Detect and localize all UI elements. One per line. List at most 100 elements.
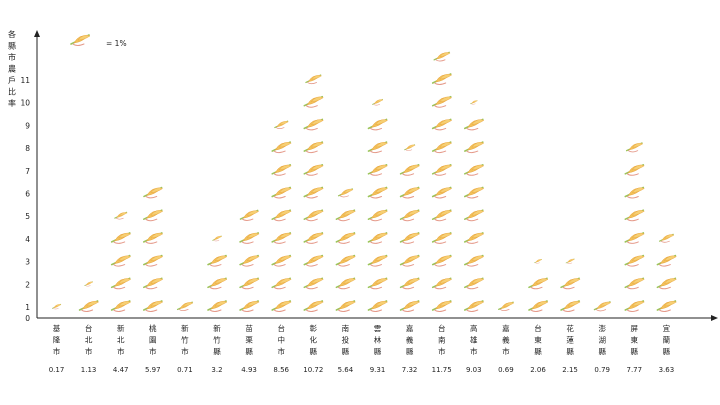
y-tick-label: 2 [25,280,30,289]
rice-stalk-icon [399,164,421,177]
bar [560,258,581,313]
x-tick-label: 宜蘭縣 [663,323,671,356]
data-label: 4.93 [241,366,257,374]
data-label: 2.15 [562,366,578,374]
bar [51,303,62,310]
y-tick-labels: 0 1 2 3 4 5 6 7 8 9 10 11 [20,76,30,323]
rice-stalk-icon [431,118,453,131]
axes [34,30,718,321]
x-tick-label: 雲林縣 [374,324,382,356]
rice-stalk-icon [335,209,357,222]
rice-stalk-icon [335,300,357,313]
rice-stalk-icon [143,277,164,290]
rice-stalk-partial-icon [84,281,94,287]
rice-stalk-icon [303,232,325,245]
rice-stalk-icon [303,277,325,290]
bar [207,235,228,313]
y-axis-arrow [34,30,40,37]
data-label: 4.47 [113,366,129,374]
bar [656,233,678,313]
rice-stalk-icon [463,164,485,177]
rice-stalk-icon [624,232,646,245]
rice-stalk-icon [271,186,293,199]
rice-stalk-icon [656,254,678,267]
rice-stalk-icon [78,300,100,313]
x-tick-label: 新竹縣 [213,323,221,356]
bar [78,281,100,313]
bar [367,98,389,313]
data-label: 9.03 [466,366,482,374]
bar [399,144,421,313]
y-axis-label: 各縣市農戶比率 [8,29,16,108]
y-tick-label: 5 [25,212,30,221]
rice-stalk-icon [367,254,389,267]
x-tick-label: 桃園市 [149,323,157,356]
x-tick-label: 苗栗縣 [245,324,253,356]
x-tick-label: 台北市 [85,323,93,356]
rice-stalk-partial-icon [337,188,354,198]
rice-stalk-icon [239,277,260,290]
rice-stalk-icon [335,277,357,290]
rice-stalk-icon [303,95,325,108]
rice-stalk-icon [399,300,421,313]
rice-stalk-icon [271,141,293,154]
data-label: 0.17 [49,366,65,374]
rice-stalk-partial-icon [305,74,323,85]
rice-stalk-partial-icon [51,303,62,310]
rice-stalk-partial-icon [565,258,575,264]
rice-stalk-icon [110,300,132,313]
data-label: 5.64 [338,366,354,374]
rice-stalk-partial-icon [114,211,128,220]
rice-stalk-partial-icon [433,51,451,62]
x-tick-label: 花蓮縣 [566,323,574,356]
rice-stalk-icon [303,118,325,131]
data-label: 10.72 [303,366,323,374]
y-tick-label: 3 [25,258,30,267]
rice-stalk-icon [271,209,293,222]
rice-stalk-icon [303,209,325,222]
x-tick-label: 嘉義縣 [406,323,414,356]
data-label: 7.32 [402,366,418,374]
rice-stalk-icon [367,186,389,199]
rice-stalk-partial-icon [593,301,612,312]
rice-stalk-icon [303,164,325,177]
rice-stalk-icon [431,300,453,313]
data-label: 3.2 [211,366,222,374]
rice-stalk-icon [271,232,293,245]
rice-stalk-icon [239,300,260,313]
rice-stalk-partial-icon [212,235,223,242]
x-tick-label: 高雄市 [470,323,478,356]
x-tick-label: 彰化縣 [310,323,318,356]
rice-stalk-partial-icon [404,144,416,152]
rice-stalk-partial-icon [274,120,289,130]
rice-stalk-icon [431,73,453,86]
x-tick-label: 新竹市 [181,323,189,356]
rice-stalk-icon [463,254,485,267]
rice-stalk-icon [528,300,549,313]
bar [624,142,646,313]
rice-stalk-icon [367,209,389,222]
rice-stalk-partial-icon [372,98,384,106]
rice-stalk-icon [656,300,678,313]
category-labels: 基隆市 台北市 新北市 桃園市 新竹市 新竹縣 苗栗縣 台中市 彰化縣 南投縣 雲林縣 嘉義縣 台南市 高… [53,323,671,356]
rice-stalk-icon [303,141,325,154]
rice-stalk-icon [271,254,293,267]
rice-stalk-partial-icon [239,209,260,222]
rice-stalk-icon [624,300,646,313]
rice-stalk-icon [367,232,389,245]
rice-stalk-icon [431,95,453,108]
rice-stalk-icon [207,277,228,290]
rice-stalk-partial-icon [498,301,515,312]
rice-stalk-icon [303,254,325,267]
rice-stalk-icon [207,254,228,267]
rice-stalk-icon [303,186,325,199]
rice-stalk-icon [143,232,164,245]
bar [176,301,194,312]
data-label: 9.31 [370,366,386,374]
data-label: 8.56 [273,366,289,374]
rice-stalk-icon [624,186,646,199]
y-tick-label: 10 [20,99,30,108]
data-label: 0.71 [177,366,193,374]
rice-stalk-icon [367,277,389,290]
legend-rice-stalk-icon [70,34,91,47]
